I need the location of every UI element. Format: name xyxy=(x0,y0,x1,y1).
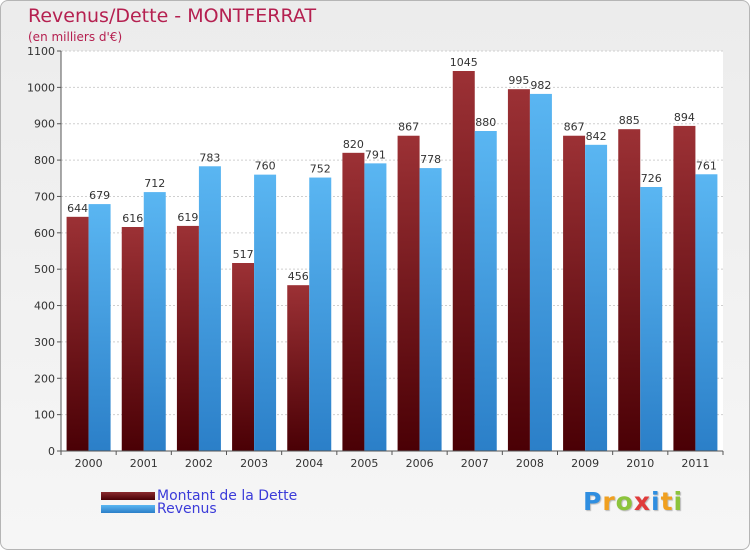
x-tick-label: 2000 xyxy=(75,457,103,470)
x-tick-label: 2007 xyxy=(461,457,489,470)
x-tick-label: 2009 xyxy=(571,457,599,470)
data-label-revenus: 760 xyxy=(255,160,276,173)
data-label-revenus: 982 xyxy=(530,79,551,92)
y-tick-label: 1100 xyxy=(27,45,55,58)
data-label-revenus: 778 xyxy=(420,153,441,166)
legend-swatch-revenus xyxy=(101,505,155,513)
legend-swatch-debt xyxy=(101,492,155,500)
data-label-revenus: 726 xyxy=(641,172,662,185)
y-tick-label: 100 xyxy=(34,409,55,422)
x-tick-label: 2010 xyxy=(626,457,654,470)
data-label-debt: 456 xyxy=(288,270,309,283)
data-label-debt: 894 xyxy=(674,111,695,124)
bar-debt xyxy=(342,152,365,451)
bar-revenus xyxy=(88,204,111,451)
legend-label-revenus: Revenus xyxy=(157,501,217,517)
bar-debt xyxy=(507,89,530,451)
data-label-revenus: 679 xyxy=(89,189,110,202)
chart-subtitle: (en milliers d'€) xyxy=(28,30,123,44)
logo-letter: r xyxy=(602,487,616,516)
data-label-revenus: 880 xyxy=(475,116,496,129)
data-label-debt: 616 xyxy=(122,212,143,225)
bar-debt xyxy=(232,263,255,451)
data-label-revenus: 783 xyxy=(199,151,220,164)
y-tick-label: 700 xyxy=(34,190,55,203)
bar-debt xyxy=(176,225,199,451)
bar-revenus xyxy=(254,174,277,452)
bar-revenus xyxy=(198,166,221,452)
x-tick-label: 2011 xyxy=(681,457,709,470)
proxiti-logo: Proxiti xyxy=(583,487,683,516)
logo-letter: t xyxy=(660,487,674,516)
x-tick-label: 2004 xyxy=(295,457,323,470)
data-label-debt: 644 xyxy=(67,202,88,215)
bar-revenus xyxy=(419,168,442,451)
data-label-revenus: 791 xyxy=(365,148,386,161)
y-tick-label: 0 xyxy=(48,445,55,458)
bar-revenus xyxy=(695,174,718,452)
logo-letter: i xyxy=(673,487,684,516)
data-label-revenus: 761 xyxy=(696,159,717,172)
bar-revenus xyxy=(529,93,552,451)
legend-label-debt: Montant de la Dette xyxy=(157,488,298,504)
x-tick-label: 2002 xyxy=(185,457,213,470)
y-tick-label: 200 xyxy=(34,372,55,385)
data-label-debt: 867 xyxy=(398,121,419,134)
bar-revenus xyxy=(585,144,608,451)
x-tick-label: 2005 xyxy=(350,457,378,470)
logo-letter: o xyxy=(615,487,634,516)
data-label-debt: 867 xyxy=(564,121,585,134)
x-tick-label: 2001 xyxy=(130,457,158,470)
y-tick-label: 300 xyxy=(34,336,55,349)
legend-item-revenus: Revenus xyxy=(101,501,217,517)
x-tick-label: 2003 xyxy=(240,457,268,470)
data-label-debt: 1045 xyxy=(450,56,478,69)
data-label-debt: 820 xyxy=(343,138,364,151)
bar-revenus xyxy=(143,192,166,451)
bar-debt xyxy=(673,125,696,451)
data-label-revenus: 712 xyxy=(144,177,165,190)
bar-debt xyxy=(66,216,89,451)
logo-letter: P xyxy=(583,487,603,516)
legend-item-debt: Montant de la Dette xyxy=(101,488,297,504)
plot-area xyxy=(61,51,723,451)
chart-title: Revenus/Dette - MONTFERRAT xyxy=(28,5,317,27)
y-tick-label: 900 xyxy=(34,118,55,131)
logo-letter: x xyxy=(633,487,651,516)
logo-letter: i xyxy=(651,487,661,516)
bar-revenus xyxy=(309,177,332,451)
data-label-debt: 619 xyxy=(177,211,198,224)
data-label-revenus: 842 xyxy=(586,130,607,143)
bar-debt xyxy=(121,227,144,451)
bar-debt xyxy=(563,135,586,451)
x-tick-label: 2006 xyxy=(406,457,434,470)
y-tick-label: 1000 xyxy=(27,81,55,94)
bar-revenus xyxy=(474,131,497,451)
x-tick-label: 2008 xyxy=(516,457,544,470)
data-label-debt: 995 xyxy=(508,74,529,87)
bar-revenus xyxy=(364,163,387,451)
data-label-debt: 885 xyxy=(619,114,640,127)
y-tick-label: 400 xyxy=(34,300,55,313)
y-tick-label: 800 xyxy=(34,154,55,167)
bar-debt xyxy=(452,71,475,451)
bar-debt xyxy=(618,129,641,451)
bar-debt xyxy=(397,135,420,451)
data-label-revenus: 752 xyxy=(310,163,331,176)
bar-debt xyxy=(287,285,310,451)
y-tick-label: 600 xyxy=(34,227,55,240)
y-tick-label: 500 xyxy=(34,263,55,276)
bar-revenus xyxy=(640,187,663,451)
data-label-debt: 517 xyxy=(233,248,254,261)
